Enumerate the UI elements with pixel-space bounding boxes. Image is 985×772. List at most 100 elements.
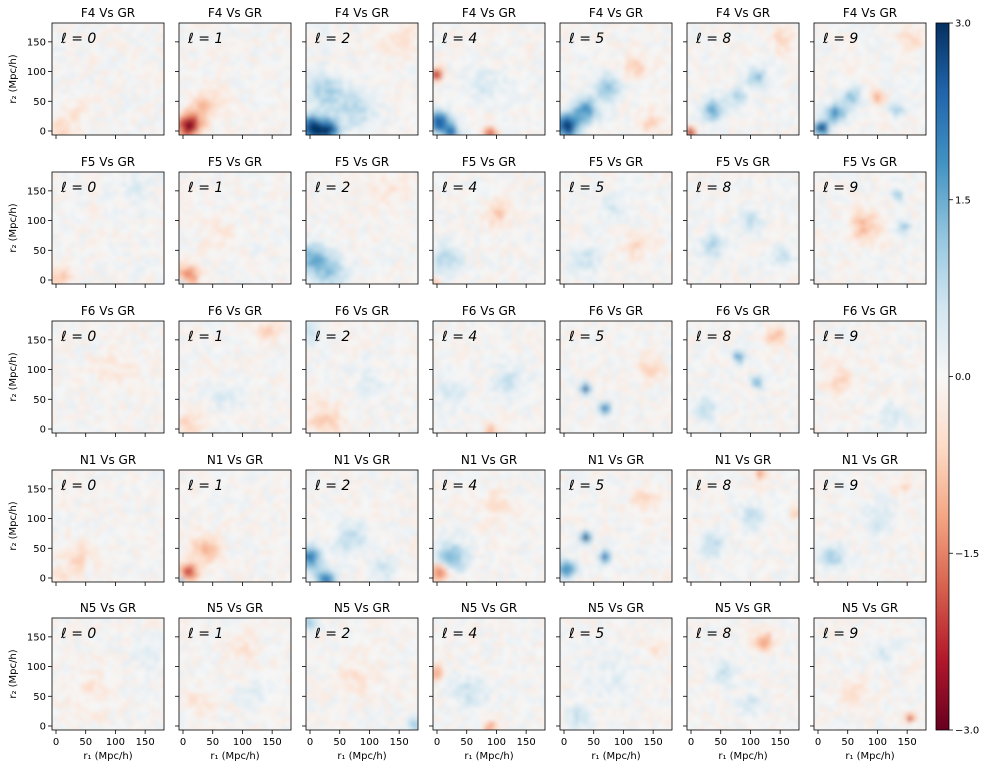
heatmap-cell — [89, 135, 94, 140]
heatmap-cell — [634, 41, 640, 47]
heatmap-cell — [569, 102, 575, 108]
heatmap-cell — [916, 65, 922, 71]
heatmap-cell — [639, 23, 645, 29]
heatmap-cell — [705, 23, 711, 29]
heatmap-cell — [766, 130, 772, 135]
heatmap-cell — [860, 41, 866, 47]
heatmap-cell — [588, 51, 594, 57]
heatmap-cell — [461, 27, 467, 33]
heatmap-cell — [385, 83, 391, 89]
heatmap-cell — [672, 135, 677, 140]
heatmap-cell — [517, 60, 523, 66]
heatmap-cell — [451, 93, 457, 99]
heatmap-cell — [512, 37, 518, 43]
heatmap-cell — [258, 102, 264, 108]
heatmap-cell — [842, 41, 848, 47]
heatmap-cell — [898, 74, 904, 80]
heatmap-cell — [479, 83, 485, 89]
heatmap-cell — [752, 93, 758, 99]
heatmap-cell — [239, 46, 245, 52]
heatmap-cell — [724, 32, 730, 38]
heatmap-cell — [823, 93, 829, 99]
heatmap-cell — [611, 116, 617, 122]
heatmap-cell — [775, 116, 781, 122]
heatmap-cells — [687, 23, 799, 140]
heatmap-cell — [310, 51, 316, 57]
heatmap-cell — [258, 23, 264, 29]
heatmap-cell — [380, 107, 386, 113]
heatmap-cell — [324, 65, 330, 71]
heatmap-cell — [484, 93, 490, 99]
heatmap-cell — [701, 111, 707, 117]
heatmap-cell — [597, 135, 602, 140]
heatmap-cell — [860, 55, 866, 61]
heatmap-cell — [493, 37, 499, 43]
heatmap-cell — [145, 23, 151, 29]
heatmap-cell — [117, 60, 123, 66]
heatmap-cell — [267, 107, 273, 113]
heatmap-cell — [747, 97, 753, 103]
heatmap-cell — [183, 55, 189, 61]
heatmap-cell — [164, 121, 169, 126]
heatmap-cell — [475, 27, 481, 33]
heatmap-cell — [442, 88, 448, 94]
heatmap-cell — [715, 135, 720, 140]
heatmap-cell — [794, 32, 799, 38]
heatmap-cell — [244, 107, 250, 113]
heatmap-cell — [662, 116, 668, 122]
heatmap-cell — [52, 181, 58, 187]
heatmap-cell — [564, 79, 570, 85]
heatmap-cell — [475, 55, 481, 61]
heatmap-cell — [70, 23, 76, 29]
heatmap-cell — [574, 60, 580, 66]
heatmap-cell — [738, 93, 744, 99]
heatmap-cell — [154, 88, 160, 94]
heatmap-cell — [154, 74, 160, 80]
heatmap-cell — [239, 97, 245, 103]
heatmap-cell — [154, 116, 160, 122]
heatmap-cell — [865, 51, 871, 57]
heatmap-cell — [258, 27, 264, 33]
heatmap-cell — [653, 88, 659, 94]
heatmap-cell — [521, 79, 527, 85]
heatmap-cell — [315, 69, 321, 75]
heatmap-cell — [310, 23, 316, 29]
heatmap-cell — [324, 107, 330, 113]
heatmap-cell — [131, 65, 137, 71]
heatmap-cell — [211, 93, 217, 99]
heatmap-cell — [103, 37, 109, 43]
heatmap-cell — [108, 102, 114, 108]
heatmap-cell — [112, 51, 118, 57]
heatmap-cell — [267, 83, 273, 89]
heatmap-cell — [507, 83, 513, 89]
heatmap-cell — [667, 83, 672, 89]
heatmap-cell — [244, 32, 250, 38]
heatmap-cell — [794, 107, 799, 113]
heatmap-cell — [216, 27, 222, 33]
heatmap-cell — [70, 41, 76, 47]
heatmap-cell — [503, 60, 509, 66]
heatmap-cell — [150, 121, 156, 127]
heatmap-cell — [230, 111, 236, 117]
heatmap-cell — [560, 102, 566, 108]
heatmap-cell — [564, 111, 570, 117]
heatmap-cell — [766, 121, 772, 127]
heatmap-cell — [52, 97, 58, 103]
heatmap-cell — [521, 83, 527, 89]
heatmap-cell — [70, 195, 76, 201]
heatmap-cell — [687, 107, 693, 113]
heatmap — [560, 23, 677, 140]
heatmap-cell — [221, 27, 227, 33]
heatmap-cell — [267, 88, 273, 94]
heatmap-cell — [225, 88, 231, 94]
heatmap-cell — [258, 74, 264, 80]
heatmap-cell — [893, 27, 899, 33]
heatmap-cell — [498, 51, 504, 57]
heatmap-cell — [66, 32, 72, 38]
heatmap-cell — [503, 97, 509, 103]
heatmap-cell — [127, 135, 132, 140]
heatmap-cell — [329, 135, 334, 140]
heatmap-cell — [66, 60, 72, 66]
heatmap-cell — [98, 60, 104, 66]
heatmap-cell — [98, 32, 104, 38]
